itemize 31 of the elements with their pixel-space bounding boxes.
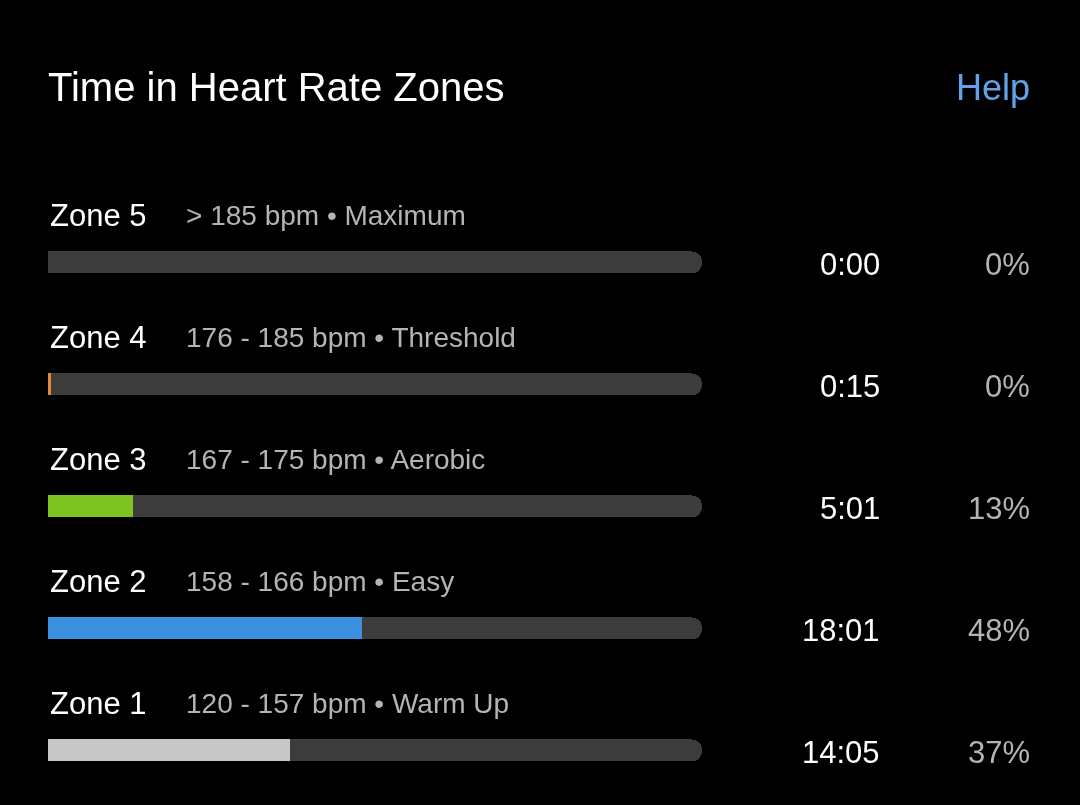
bar	[48, 495, 134, 518]
bar	[289, 739, 702, 762]
bar	[361, 617, 702, 640]
data-label: 37%	[968, 735, 1031, 770]
bar	[48, 373, 51, 396]
y-tick-label: Zone 5	[50, 198, 147, 233]
annotation: 167 - 175 bpm • Aerobic	[186, 444, 486, 475]
text: 18:01	[802, 613, 880, 648]
text: 5:01	[820, 491, 881, 526]
annotation: 158 - 166 bpm • Easy	[186, 566, 455, 597]
y-tick-label: Zone 2	[50, 564, 147, 599]
y-tick-label: Zone 1	[50, 686, 147, 721]
data-label: 13%	[968, 491, 1031, 526]
y-tick-label: Zone 3	[50, 442, 147, 477]
bar	[50, 373, 702, 396]
text: 0:15	[820, 369, 881, 404]
text: Help	[956, 67, 1031, 108]
data-label: 48%	[968, 613, 1031, 648]
bar	[133, 495, 702, 518]
data-label: 0%	[985, 247, 1030, 282]
chart-title: Time in Heart Rate Zones	[48, 65, 505, 109]
data-label: 0%	[985, 369, 1030, 404]
text: 14:05	[802, 735, 880, 770]
bar	[48, 617, 362, 640]
text: 0:00	[820, 247, 881, 282]
bar	[48, 251, 702, 274]
annotation: > 185 bpm • Maximum	[186, 200, 466, 231]
annotation: 176 - 185 bpm • Threshold	[186, 322, 516, 353]
y-tick-label: Zone 4	[50, 320, 147, 355]
bar	[48, 739, 290, 762]
annotation: 120 - 157 bpm • Warm Up	[186, 688, 510, 719]
